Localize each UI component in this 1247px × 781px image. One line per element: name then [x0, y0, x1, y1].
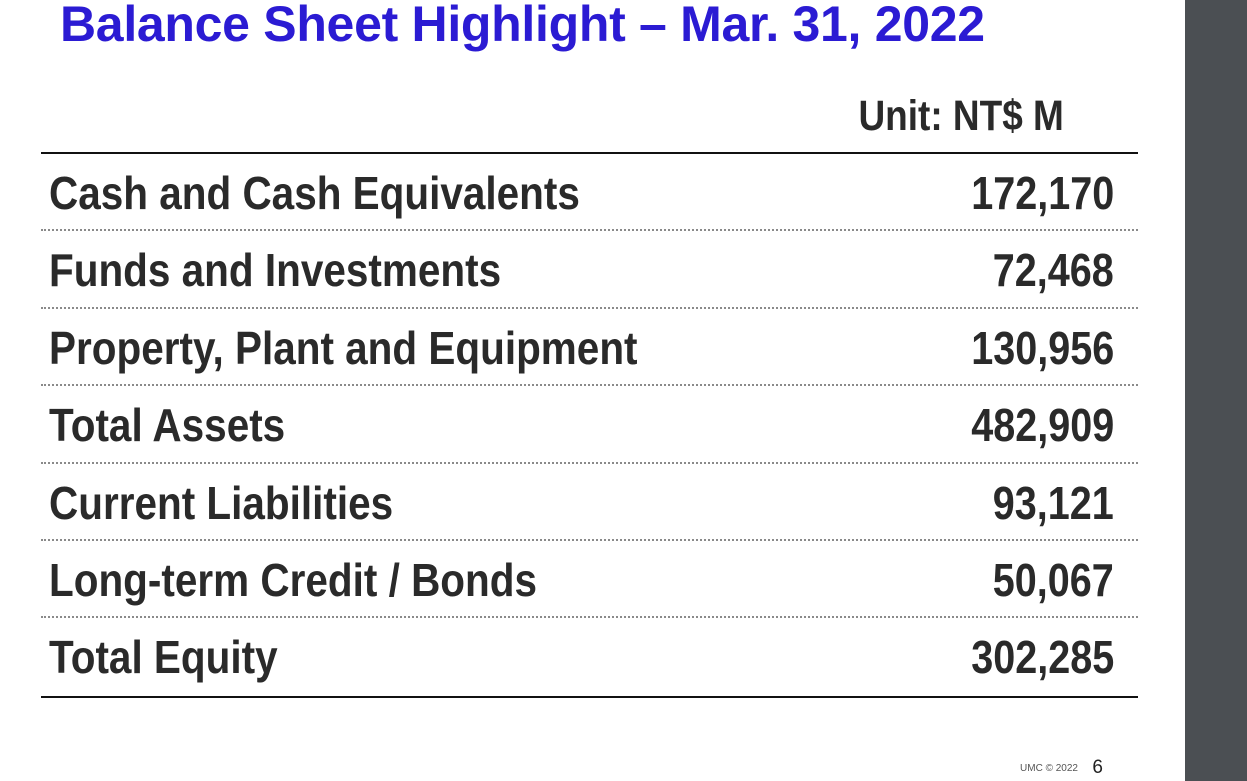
row-label: Property, Plant and Equipment	[49, 321, 638, 374]
row-value: 50,067	[992, 553, 1114, 606]
table-row: Property, Plant and Equipment 130,956	[41, 309, 1138, 387]
row-label: Funds and Investments	[49, 244, 502, 297]
table-row: Current Liabilities 93,121	[41, 464, 1138, 541]
table-row: Total Assets 482,909	[41, 386, 1138, 464]
row-label: Current Liabilities	[49, 476, 394, 529]
row-label: Cash and Cash Equivalents	[49, 167, 580, 219]
slide: Balance Sheet Highlight – Mar. 31, 2022 …	[41, 0, 1138, 779]
page-number: 6	[1092, 757, 1103, 778]
balance-sheet-table: Cash and Cash Equivalents 172,170 Funds …	[41, 152, 1138, 698]
copyright-text: UMC © 2022	[1020, 762, 1078, 774]
viewer-side-bar	[1185, 0, 1247, 781]
row-label: Long-term Credit / Bonds	[49, 553, 538, 606]
slide-title: Balance Sheet Highlight – Mar. 31, 2022	[60, 0, 985, 52]
unit-label: Unit: NT$ M	[858, 92, 1064, 140]
row-value: 172,170	[970, 167, 1114, 219]
table-row: Long-term Credit / Bonds 50,067	[41, 541, 1138, 619]
row-value: 482,909	[970, 399, 1114, 452]
row-value: 93,121	[992, 476, 1114, 529]
table-row: Cash and Cash Equivalents 172,170	[41, 154, 1138, 232]
table-row: Funds and Investments 72,468	[41, 231, 1138, 309]
slide-footer: UMC © 2022 6	[1020, 757, 1103, 779]
row-value: 302,285	[970, 631, 1114, 684]
row-label: Total Assets	[49, 399, 286, 452]
table-row: Total Equity 302,285	[41, 618, 1138, 696]
row-value: 72,468	[992, 244, 1114, 297]
row-label: Total Equity	[49, 631, 278, 684]
row-value: 130,956	[970, 321, 1114, 374]
